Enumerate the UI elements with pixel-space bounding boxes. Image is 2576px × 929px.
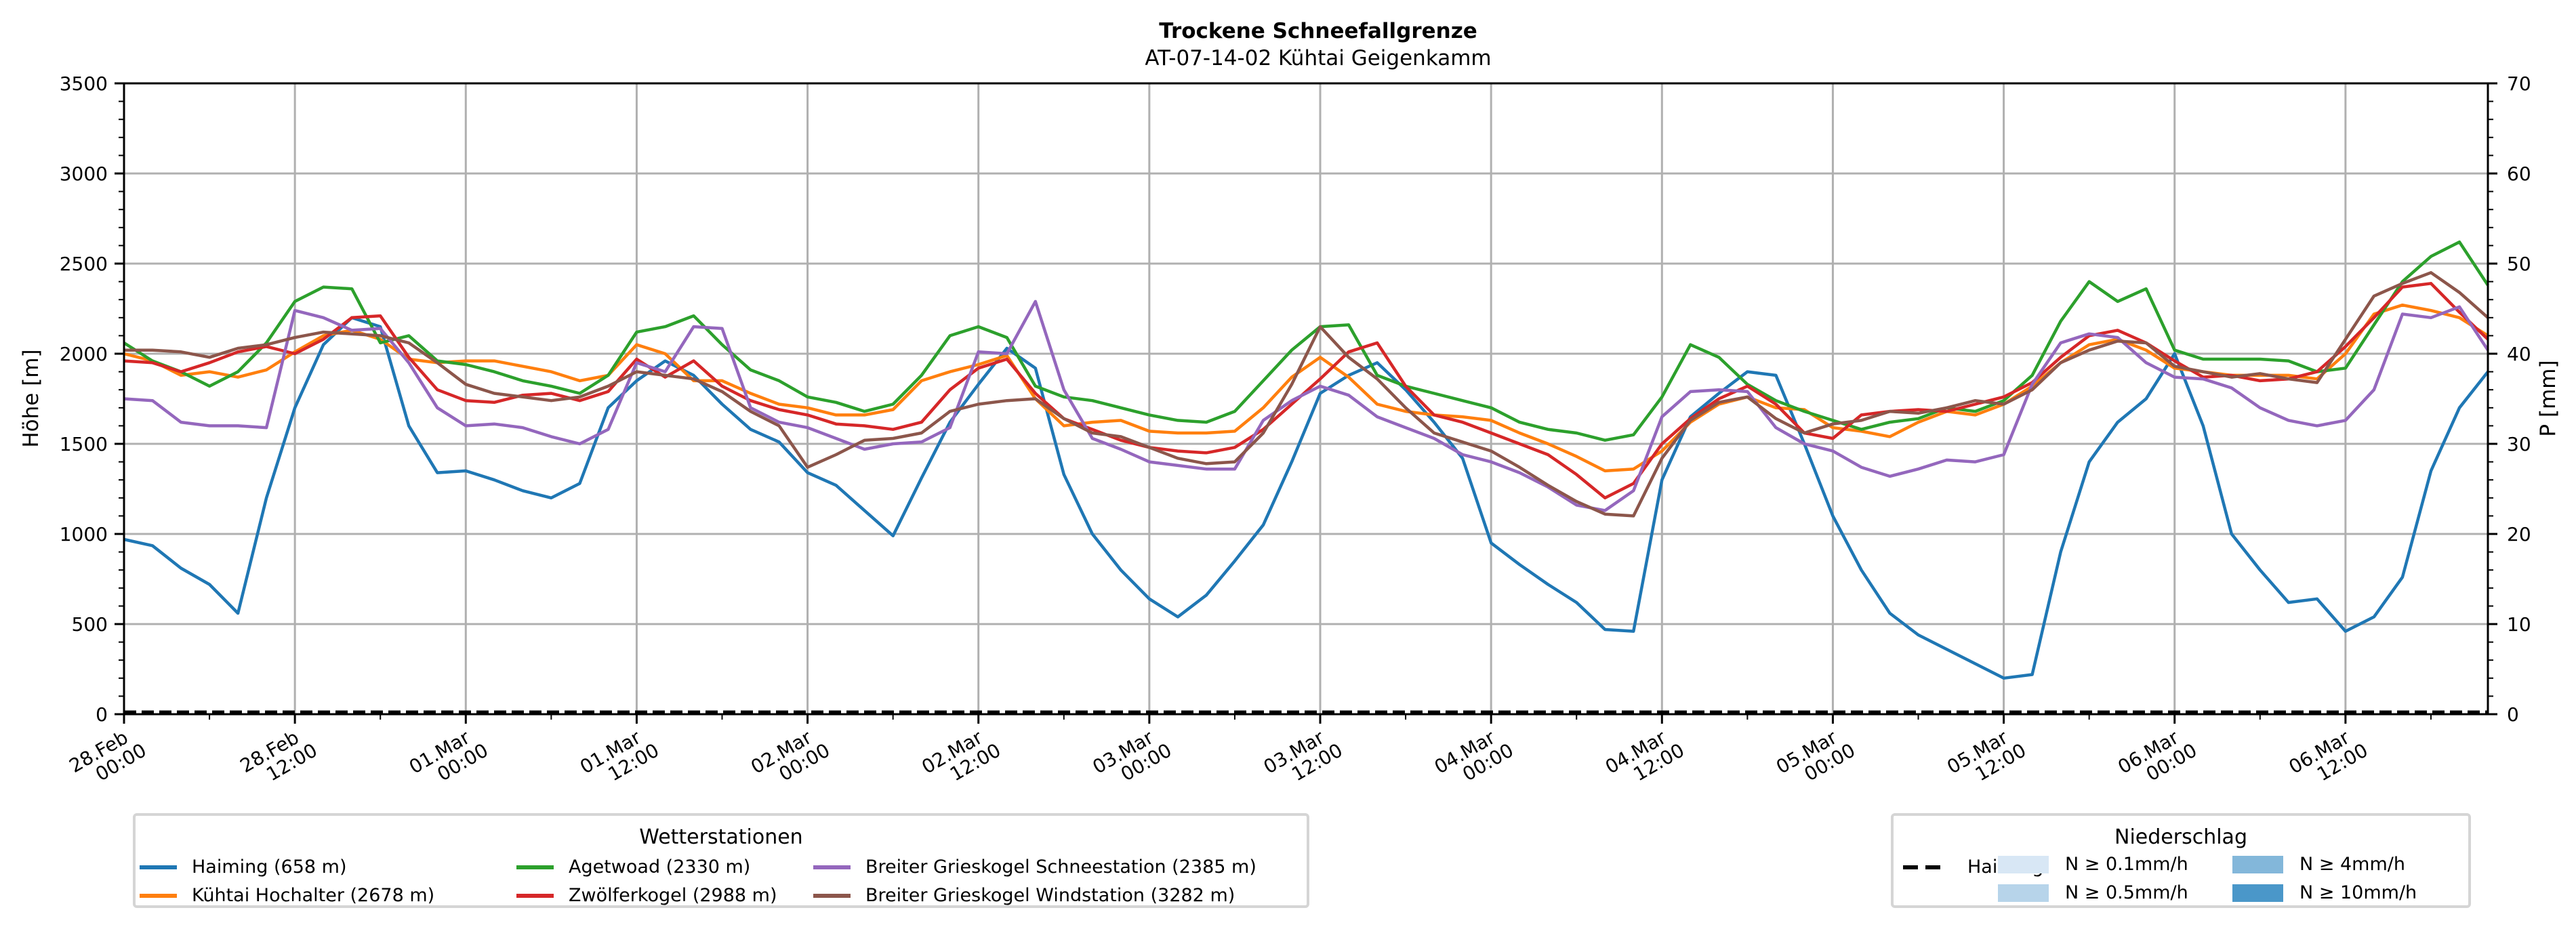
chart-title: Trockene Schneefallgrenze (1159, 19, 1477, 43)
legend-label: Haiming (658 m) (192, 856, 347, 878)
series-line-zw-lferkogel-2988-m- (123, 282, 2489, 500)
legend-precipitation: Niederschlag Haiming N ≥ 0.1mm/h N ≥ 0.5… (1891, 813, 2471, 908)
legend-item-grieskogel-wind: Breiter Grieskogel Windstation (3282 m) (813, 885, 1235, 906)
y2-tick-label: 30 (2507, 433, 2531, 455)
legend-label: Zwölferkogel (2988 m) (569, 885, 777, 906)
y2-tick-label: 10 (2507, 613, 2531, 636)
legend-swatch (516, 865, 554, 869)
y-axis-label: Höhe [m] (19, 349, 43, 447)
legend-item-grieskogel-schnee: Breiter Grieskogel Schneestation (2385 m… (813, 856, 1256, 878)
y-tick-label: 3500 (60, 73, 108, 95)
legend-item-n01: N ≥ 0.1mm/h (1998, 854, 2188, 875)
legend-label: Breiter Grieskogel Schneestation (2385 m… (865, 856, 1256, 878)
series-line-agetwoad-2330-m- (123, 240, 2489, 442)
grid (124, 83, 2488, 714)
legend-label: Breiter Grieskogel Windstation (3282 m) (865, 885, 1235, 906)
legend-item-agetwoad: Agetwoad (2330 m) (516, 856, 750, 878)
legend-label: N ≥ 0.1mm/h (2065, 854, 2188, 875)
legend-stations-title: Wetterstationen (639, 825, 803, 849)
series-line-breiter-grieskogel-windstation-3282-m- (124, 271, 2489, 518)
legend-patch (2232, 884, 2283, 902)
y-tick-label: 1000 (60, 523, 108, 545)
y-tick-label: 3000 (60, 163, 108, 185)
legend-precip-title: Niederschlag (2114, 825, 2247, 849)
legend-item-n05: N ≥ 0.5mm/h (1998, 882, 2188, 903)
legend-swatch (140, 893, 177, 898)
series-line-breiter-grieskogel-schneestation-2385-m- (123, 300, 2489, 512)
y2-tick-label: 0 (2507, 703, 2519, 726)
legend-swatch (516, 893, 554, 898)
legend-label: N ≥ 10mm/h (2299, 882, 2417, 903)
plot-frame (123, 82, 2489, 716)
legend-swatch (140, 865, 177, 869)
y-tick-label: 2500 (60, 253, 108, 275)
legend-patch (2232, 855, 2283, 873)
legend-label: Kühtai Hochalter (2678 m) (192, 885, 435, 906)
axes (115, 82, 2497, 724)
legend-label: Agetwoad (2330 m) (569, 856, 751, 878)
series-line-k-htai-hochalter-2678-m- (123, 303, 2489, 473)
legend-stations: Wetterstationen Haiming (658 m) Kühtai H… (133, 813, 1309, 908)
y2-tick-label: 70 (2507, 73, 2531, 95)
legend-label: N ≥ 4mm/h (2299, 854, 2405, 875)
legend-item-zwoelferkogel: Zwölferkogel (2988 m) (516, 885, 777, 906)
legend-item-haiming: Haiming (658 m) (140, 856, 346, 878)
y2-tick-labels: 0 10 20 30 40 50 60 70 (2507, 73, 2531, 726)
y-tick-label: 2000 (60, 343, 108, 365)
legend-item-n10: N ≥ 10mm/h (2232, 882, 2417, 903)
y-tick-label: 500 (72, 613, 108, 636)
legend-swatch (813, 865, 851, 869)
legend-swatch (813, 893, 851, 898)
legend-item-kuehtai: Kühtai Hochalter (2678 m) (140, 885, 434, 906)
y2-tick-label: 50 (2507, 253, 2531, 275)
y2-axis-label: P [mm] (2536, 360, 2560, 436)
y2-tick-label: 40 (2507, 343, 2531, 365)
legend-label: N ≥ 0.5mm/h (2065, 882, 2188, 903)
series-line-haiming-658-m- (123, 316, 2489, 680)
y2-tick-label: 60 (2507, 163, 2531, 185)
y-tick-label: 1500 (60, 433, 108, 455)
series-lines (123, 240, 2489, 714)
legend-item-n4: N ≥ 4mm/h (2232, 854, 2405, 875)
legend-patch (1998, 884, 2049, 902)
chart-subtitle: AT-07-14-02 Kühtai Geigenkamm (1145, 46, 1491, 70)
y-tick-label: 0 (96, 703, 108, 726)
dashed-line-swatch (1903, 865, 1940, 869)
y2-tick-label: 20 (2507, 523, 2531, 545)
y-tick-labels: 0 500 1000 1500 2000 2500 3000 3500 (60, 73, 108, 726)
legend-patch (1998, 855, 2049, 873)
